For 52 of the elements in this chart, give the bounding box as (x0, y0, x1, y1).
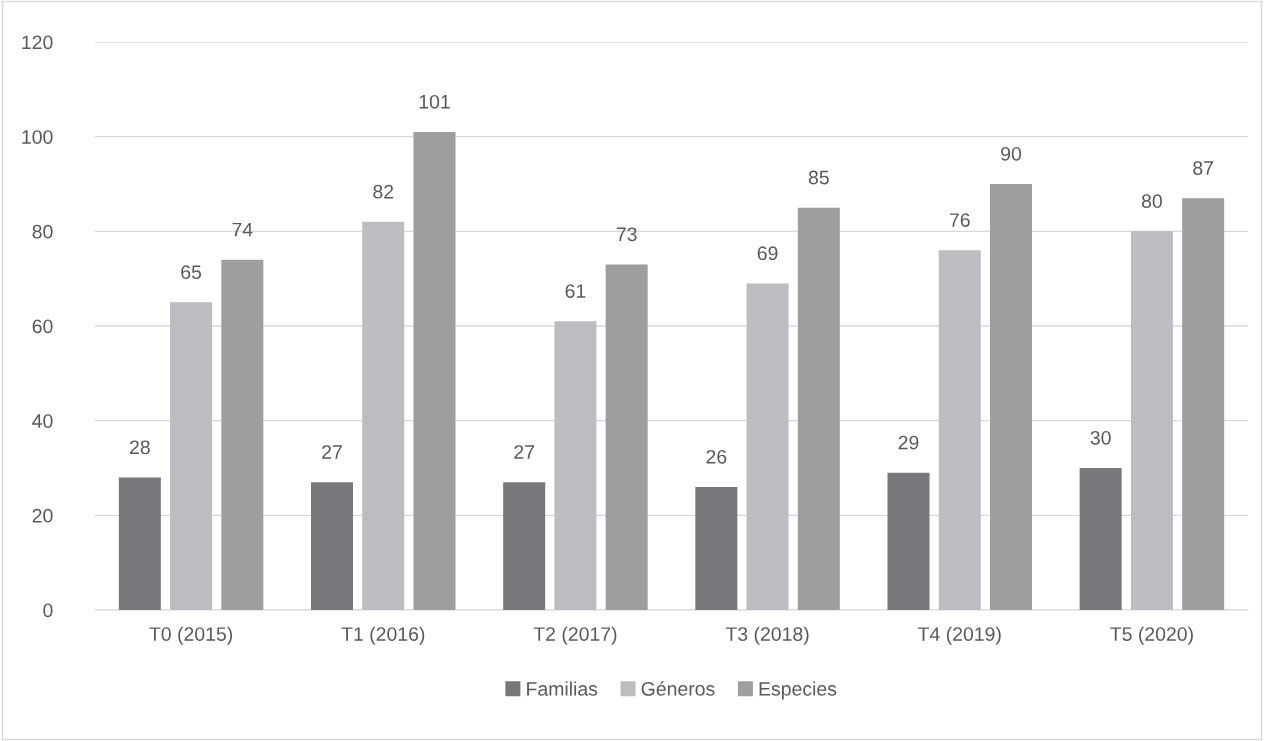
data-label: 82 (373, 184, 394, 199)
legend-label: Géneros (641, 681, 715, 696)
bar (989, 184, 1032, 610)
data-label: 27 (514, 445, 535, 459)
y-tick-label: 120 (22, 35, 53, 50)
y-tick-label: 80 (32, 224, 53, 239)
data-label: 90 (1001, 146, 1022, 161)
bar (554, 321, 597, 610)
data-label: 30 (1090, 430, 1111, 445)
y-tick-label: 40 (32, 414, 53, 428)
bar (797, 207, 840, 610)
data-label: 28 (130, 440, 150, 455)
data-label: 87 (1193, 161, 1213, 175)
data-label: 65 (181, 265, 202, 280)
x-tick-label: T3 (2018) (725, 626, 809, 645)
data-label: 101 (419, 94, 450, 109)
data-label: 26 (706, 449, 727, 464)
y-tick-label: 60 (32, 319, 53, 334)
legend-label: Especies (759, 681, 837, 700)
data-label: 61 (565, 284, 586, 298)
bar (605, 264, 648, 610)
bar (413, 131, 456, 610)
bar (1182, 198, 1225, 610)
bar (1130, 231, 1173, 610)
y-tick-label: 0 (43, 603, 53, 618)
data-label: 80 (1141, 194, 1162, 209)
legend-label: Familias (527, 681, 598, 696)
x-tick-label: T1 (2016) (341, 626, 425, 645)
bar (887, 472, 930, 610)
data-label: 76 (949, 213, 970, 227)
bar (170, 302, 213, 610)
bar (695, 486, 738, 610)
bar (746, 283, 789, 610)
x-tick-label: T5 (2020) (1110, 626, 1193, 645)
bar (311, 482, 354, 610)
x-tick-label: T0 (2015) (149, 626, 233, 645)
x-tick-label: T2 (2017) (533, 626, 617, 645)
data-label: 74 (232, 222, 253, 237)
data-label: 73 (616, 227, 637, 242)
bar (503, 482, 546, 610)
bar (938, 250, 981, 610)
y-tick-label: 20 (32, 508, 53, 523)
bar (221, 259, 264, 610)
bar (118, 477, 161, 610)
data-label: 27 (322, 445, 342, 459)
x-tick-label: T4 (2019) (918, 626, 1001, 645)
bar (362, 221, 405, 610)
data-label: 69 (757, 246, 778, 261)
data-label: 29 (898, 435, 919, 450)
data-label: 85 (808, 170, 829, 185)
y-tick-label: 100 (22, 130, 53, 144)
bar (1079, 468, 1122, 610)
